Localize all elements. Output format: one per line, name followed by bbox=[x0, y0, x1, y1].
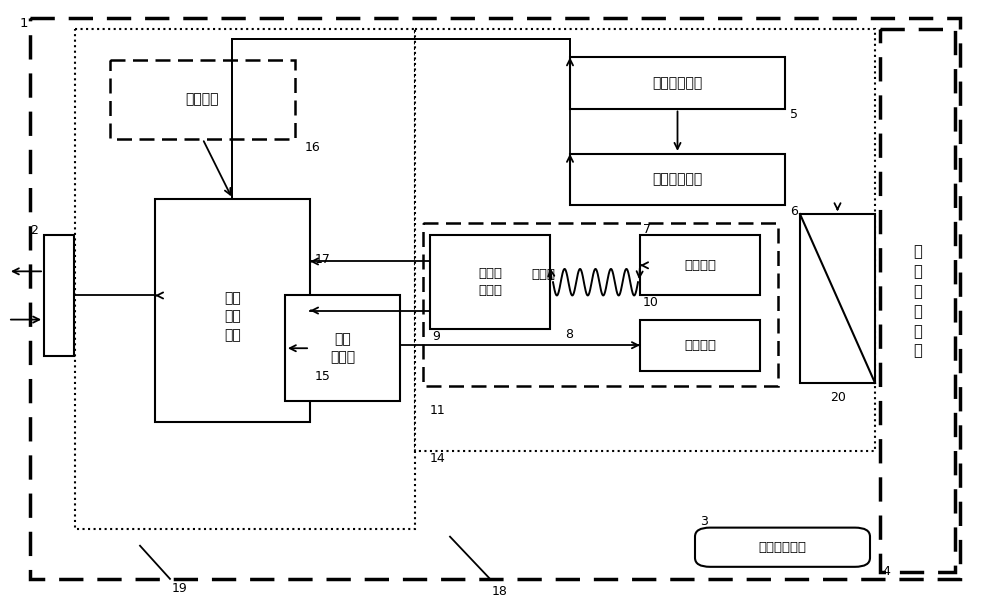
Text: 滤光片: 滤光片 bbox=[531, 268, 555, 282]
Text: 下视光学窗口: 下视光学窗口 bbox=[759, 541, 806, 554]
Text: 成像镜头: 成像镜头 bbox=[684, 259, 716, 272]
Bar bbox=[415, 29, 875, 451]
Bar bbox=[285, 295, 400, 401]
Text: 1: 1 bbox=[20, 17, 28, 30]
Text: 选通成
像传感: 选通成 像传感 bbox=[478, 267, 502, 297]
Text: 6: 6 bbox=[790, 204, 798, 218]
Text: 8: 8 bbox=[565, 328, 573, 341]
Bar bbox=[800, 214, 875, 383]
Text: 20: 20 bbox=[830, 391, 846, 405]
Text: 17: 17 bbox=[315, 253, 331, 266]
Text: 纵摇伺服机构: 纵摇伺服机构 bbox=[652, 76, 703, 90]
Text: 前
视
光
学
窗
口: 前 视 光 学 窗 口 bbox=[914, 244, 922, 359]
Bar bbox=[640, 235, 760, 295]
Text: 3: 3 bbox=[700, 515, 708, 528]
Bar bbox=[423, 223, 778, 386]
Bar bbox=[640, 320, 760, 371]
Text: 16: 16 bbox=[305, 141, 321, 154]
Text: 组合惯导: 组合惯导 bbox=[186, 92, 219, 107]
Text: 14: 14 bbox=[430, 452, 446, 465]
Bar bbox=[570, 57, 785, 109]
Bar bbox=[880, 29, 955, 572]
Text: 18: 18 bbox=[492, 585, 508, 598]
Text: 照明镜头: 照明镜头 bbox=[684, 339, 716, 352]
Bar bbox=[155, 199, 310, 422]
Bar bbox=[570, 154, 785, 205]
Bar bbox=[44, 235, 74, 356]
FancyBboxPatch shape bbox=[695, 528, 870, 567]
Text: 19: 19 bbox=[172, 582, 188, 595]
Text: 10: 10 bbox=[643, 296, 659, 309]
Text: 照明
激光器: 照明 激光器 bbox=[330, 332, 355, 364]
Text: 7: 7 bbox=[643, 223, 651, 236]
Text: 4: 4 bbox=[882, 564, 890, 578]
Text: 9: 9 bbox=[432, 330, 440, 343]
Text: 横滚伺服机构: 横滚伺服机构 bbox=[652, 172, 703, 186]
Bar bbox=[75, 29, 415, 529]
Text: 2: 2 bbox=[30, 224, 38, 237]
Text: 控制
处理
单元: 控制 处理 单元 bbox=[224, 291, 241, 342]
Bar bbox=[430, 235, 550, 329]
Text: 11: 11 bbox=[430, 403, 446, 417]
Text: 5: 5 bbox=[790, 108, 798, 121]
Bar bbox=[110, 60, 295, 139]
Text: 15: 15 bbox=[315, 370, 331, 384]
